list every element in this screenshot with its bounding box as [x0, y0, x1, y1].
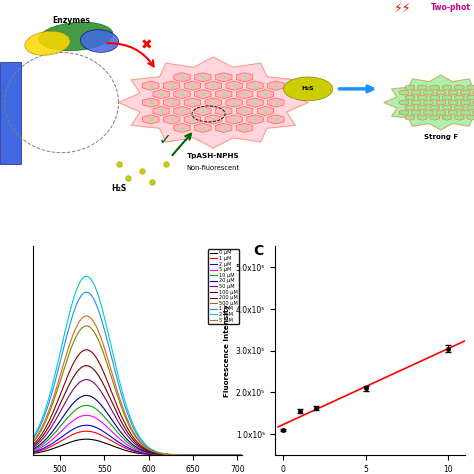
Text: ✖: ✖	[141, 38, 153, 52]
Text: C: C	[254, 244, 264, 258]
Text: TpASH-NPHS: TpASH-NPHS	[187, 154, 240, 159]
Circle shape	[283, 77, 333, 101]
Text: H₂S: H₂S	[302, 86, 314, 91]
Polygon shape	[118, 57, 308, 148]
Text: H₂S: H₂S	[111, 184, 126, 193]
Text: ✓: ✓	[159, 132, 172, 146]
Y-axis label: Fluorescence Intensity: Fluorescence Intensity	[224, 304, 230, 397]
Ellipse shape	[25, 31, 70, 55]
Text: Non-fluorescent: Non-fluorescent	[187, 165, 240, 171]
Text: ⚡⚡: ⚡⚡	[394, 1, 411, 14]
Legend: 0 μM, 1 μM, 2 μM, 5 μM, 10 μM, 20 μM, 50 μM, 100 μM, 200 μM, 500 μM, 1 mM, 2 mM,: 0 μM, 1 μM, 2 μM, 5 μM, 10 μM, 20 μM, 50…	[209, 249, 239, 324]
Text: Strong F: Strong F	[424, 134, 458, 140]
Polygon shape	[384, 75, 474, 130]
Ellipse shape	[39, 22, 113, 51]
Text: Two-phot: Two-phot	[431, 3, 471, 12]
Text: Enzymes: Enzymes	[52, 16, 90, 25]
Ellipse shape	[81, 30, 118, 52]
Bar	[0, 62, 21, 164]
